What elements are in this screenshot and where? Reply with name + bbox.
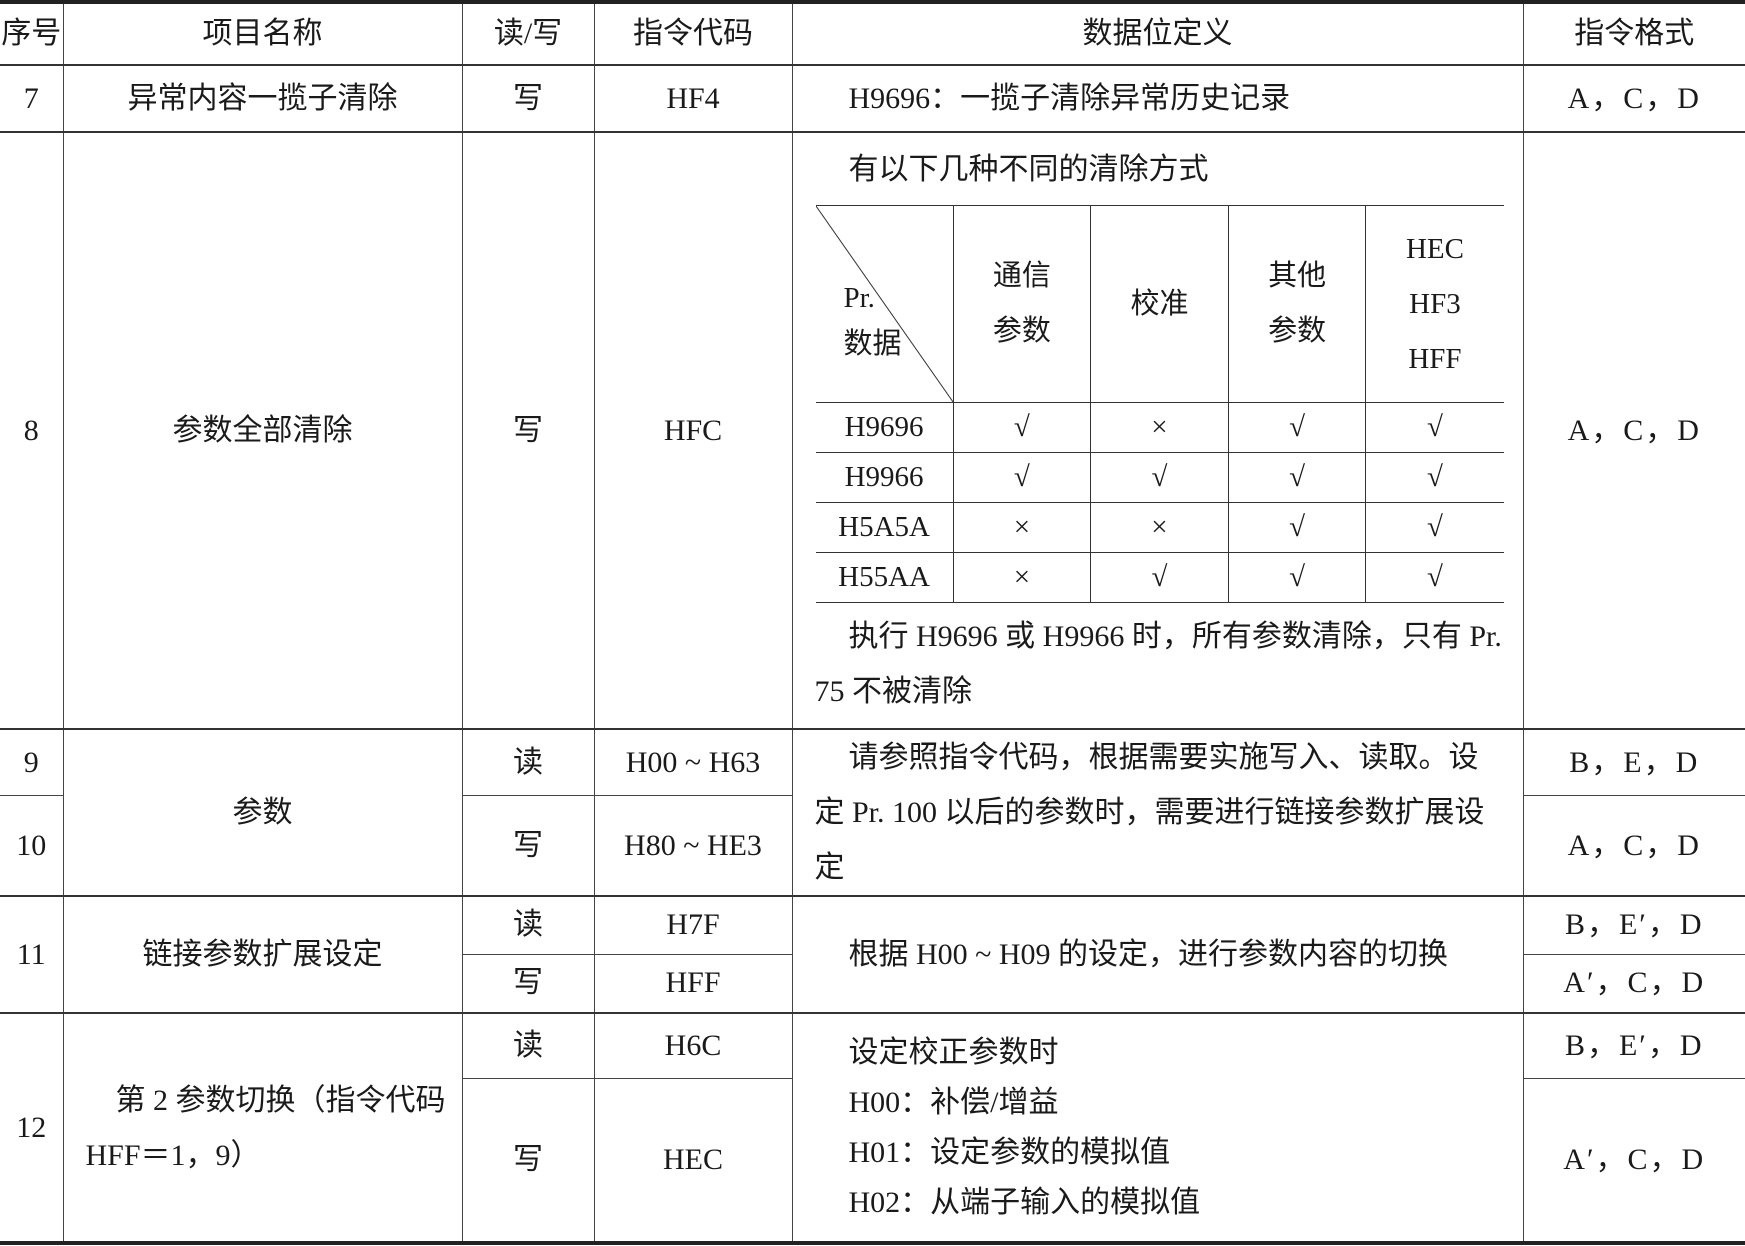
clear-code: H9696 — [815, 402, 954, 453]
row-no: 12 — [0, 1012, 64, 1244]
row-rw: 写 — [462, 1077, 595, 1244]
row-format: B，E′，D — [1522, 895, 1745, 955]
check-mark: √ — [1227, 552, 1367, 603]
cross-mark: × — [1090, 502, 1229, 553]
check-mark: √ — [1365, 552, 1504, 603]
row-code: HFF — [593, 953, 793, 1014]
corner-bottom-label: 数据 — [843, 328, 902, 360]
check-mark: √ — [1227, 502, 1367, 553]
cross-mark: × — [952, 502, 1092, 553]
table-row: 11 链接参数扩展设定 读 H7F 根据 H00 ~ H09 的设定，进行参数内… — [0, 895, 1745, 1014]
row-code: HFC — [593, 131, 793, 730]
row-rw: 写 — [461, 795, 595, 897]
row-format: A，C，D — [1522, 64, 1745, 133]
clear-mode-row: H5A5A × × √ √ — [815, 502, 1504, 553]
row-code: H80 ~ HE3 — [593, 795, 793, 897]
check-mark: √ — [1090, 552, 1229, 603]
def-note: 执行 H9696 或 H9966 时，所有参数清除，只有 Pr. 75 不被清除 — [814, 620, 1502, 708]
row-name: 链接参数扩展设定 — [62, 895, 463, 1014]
row-def: H9696：一揽子清除异常历史记录 — [791, 64, 1524, 133]
row-name: 参数全部清除 — [62, 131, 463, 730]
row-rw: 读 — [461, 895, 595, 955]
row-name: 异常内容一揽子清除 — [62, 64, 463, 133]
row-format: A，C，D — [1522, 795, 1745, 897]
clear-mode-row: H9966 √ √ √ √ — [815, 452, 1504, 503]
check-mark: √ — [1227, 452, 1367, 503]
def-text: 根据 H00 ~ H09 的设定，进行参数内容的切换 — [848, 938, 1449, 971]
row-def: 设定校正参数时 H00：补偿/增益 H01：设定参数的模拟值 H02：从端子输入… — [791, 1012, 1524, 1244]
col-header: HEC HF3 HFF — [1365, 205, 1504, 403]
check-mark: √ — [952, 452, 1092, 503]
row-format: B，E，D — [1522, 728, 1745, 797]
row-code: H7F — [593, 895, 793, 955]
row-format: A′，C，D — [1522, 1077, 1745, 1244]
header-format: 指令格式 — [1522, 1, 1745, 66]
header-def: 数据位定义 — [791, 1, 1524, 66]
check-mark: √ — [1227, 402, 1367, 453]
clear-mode-row: H55AA × √ √ √ — [815, 552, 1504, 603]
clear-code: H9966 — [815, 452, 954, 503]
row-rw: 读 — [461, 728, 595, 797]
header-name: 项目名称 — [62, 1, 463, 66]
table-row: 12 第 2 参数切换（指令代码 HFF＝1，9） 读 H6C 设定校正参数时 … — [0, 1012, 1745, 1244]
row-def: 请参照指令代码，根据需要实施写入、读取。设定 Pr. 100 以后的参数时，需要… — [791, 728, 1524, 897]
clear-mode-table: Pr. 数据 通信 参数 校准 其他 参数 HEC HF3 HFF H9696 √ × √ √ H… — [815, 205, 1504, 603]
clear-mode-row: H9696 √ × √ √ — [815, 402, 1504, 453]
def-line: H00：补偿/增益 — [848, 1085, 1059, 1119]
col-header: 其他 参数 — [1227, 205, 1367, 403]
header-rw: 读/写 — [461, 1, 595, 66]
def-line: H02：从端子输入的模拟值 — [848, 1185, 1201, 1219]
row-def: 根据 H00 ~ H09 的设定，进行参数内容的切换 — [791, 895, 1524, 1014]
table-row: 写 HFF A′，C，D — [0, 953, 1745, 1014]
row-rw: 写 — [461, 64, 595, 133]
table-row: 10 写 H80 ~ HE3 A，C，D — [0, 795, 1745, 897]
col-header: 校准 — [1090, 205, 1229, 403]
check-mark: √ — [952, 402, 1092, 453]
row-no: 7 — [0, 64, 64, 133]
row-no: 10 — [0, 795, 64, 897]
def-line: H01：设定参数的模拟值 — [848, 1135, 1171, 1169]
row-code: H00 ~ H63 — [593, 728, 793, 797]
row-no: 11 — [0, 895, 64, 1014]
check-mark: √ — [1365, 402, 1504, 453]
row-format: B，E′，D — [1522, 1012, 1745, 1079]
row-code: HEC — [593, 1077, 793, 1244]
header-row: 序号 项目名称 读/写 指令代码 数据位定义 指令格式 — [0, 1, 1745, 66]
def-line: 设定校正参数时 — [848, 1035, 1059, 1069]
table-row: 9 参数 读 H00 ~ H63 请参照指令代码，根据需要实施写入、读取。设定 … — [0, 728, 1745, 897]
cross-mark: × — [1090, 402, 1229, 453]
table-row: 7 异常内容一揽子清除 写 HF4 H9696：一揽子清除异常历史记录 A，C，… — [0, 64, 1745, 133]
table-row: 8 参数全部清除 写 HFC 有以下几种不同的清除方式 Pr. 数据 通信 参数 … — [0, 131, 1745, 730]
def-text: 请参照指令代码，根据需要实施写入、读取。设定 Pr. 100 以后的参数时，需要… — [814, 741, 1485, 884]
clear-code: H5A5A — [815, 502, 954, 553]
def-text: H9696：一揽子清除异常历史记录 — [848, 82, 1291, 115]
row-no: 8 — [0, 131, 64, 730]
clear-code: H55AA — [815, 552, 954, 603]
row-code: H6C — [593, 1012, 793, 1079]
header-code: 指令代码 — [593, 1, 793, 66]
row-code: HF4 — [593, 64, 793, 133]
check-mark: √ — [1090, 452, 1229, 503]
row-rw: 写 — [462, 953, 595, 1014]
row-no: 9 — [0, 728, 64, 797]
name-text: 第 2 参数切换（指令代码 HFF＝1，9） — [85, 1083, 446, 1172]
header-no: 序号 — [0, 1, 64, 66]
col-header: 通信 参数 — [952, 205, 1092, 403]
check-mark: √ — [1365, 502, 1504, 553]
row-rw: 写 — [461, 131, 595, 730]
table-row: 写 HEC A′，C，D — [0, 1077, 1745, 1244]
cross-mark: × — [952, 552, 1092, 603]
row-format: A，C，D — [1522, 131, 1745, 730]
row-name: 参数 — [62, 728, 463, 897]
row-name: 第 2 参数切换（指令代码 HFF＝1，9） — [62, 1012, 463, 1244]
corner-top-label: Pr. — [843, 282, 875, 314]
row-rw: 读 — [461, 1012, 595, 1079]
row-def: 有以下几种不同的清除方式 Pr. 数据 通信 参数 校准 其他 参数 HEC HF3 H… — [791, 131, 1524, 730]
diagonal-header: Pr. 数据 — [815, 205, 954, 403]
def-intro: 有以下几种不同的清除方式 — [848, 153, 1209, 186]
check-mark: √ — [1365, 452, 1504, 503]
row-format: A′，C，D — [1522, 953, 1745, 1014]
